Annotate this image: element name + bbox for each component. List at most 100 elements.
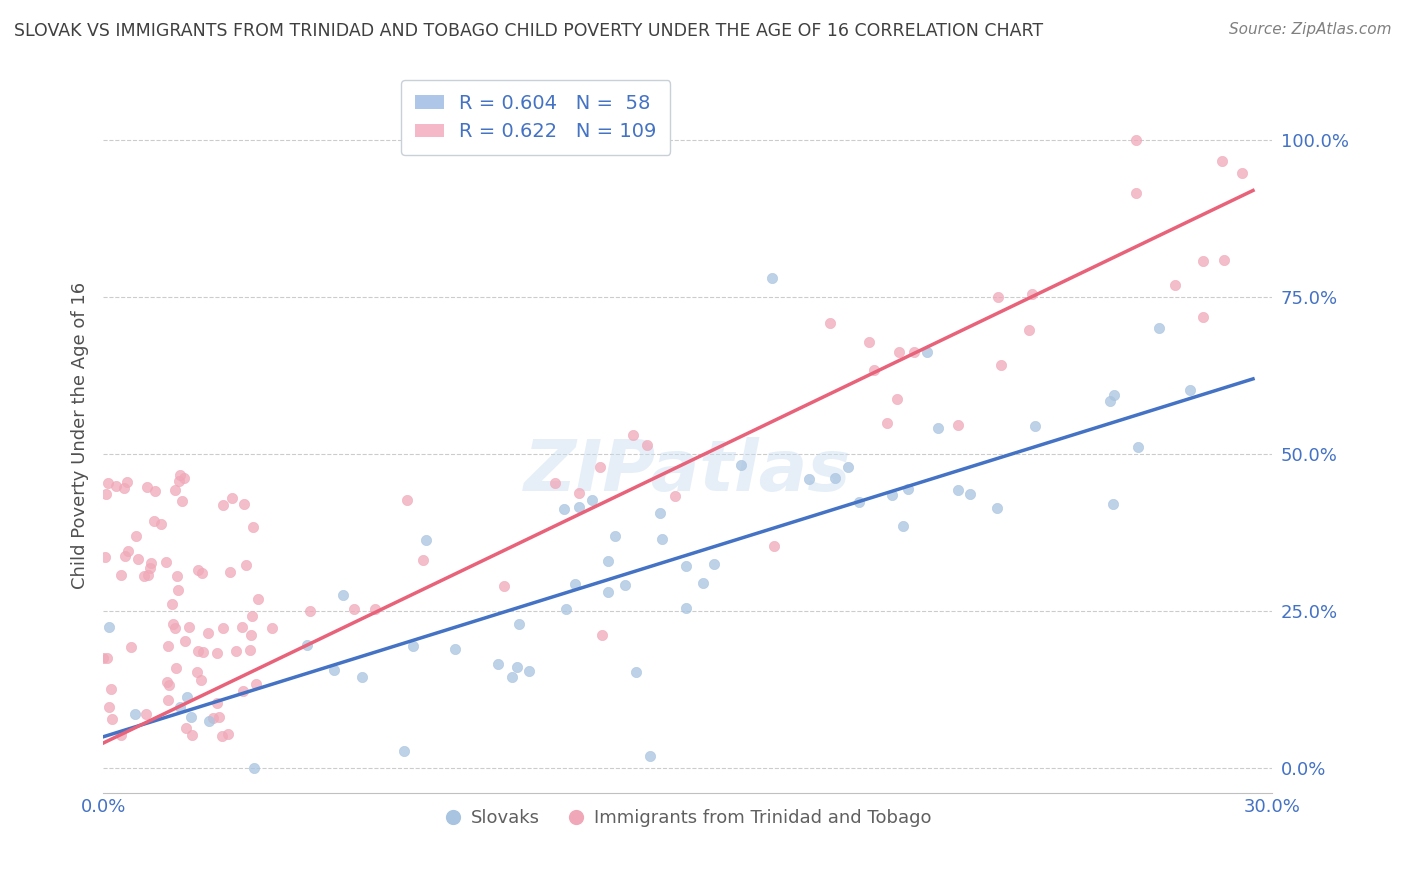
Point [1099, 394, 1122, 409]
Point [363, 602, 385, 616]
Point [100, 712, 122, 726]
Point [242, 519, 264, 533]
Point [494, 579, 516, 593]
Point [613, 578, 636, 592]
Legend: Slovaks, Immigrants from Trinidad and Tobago: Slovaks, Immigrants from Trinidad and To… [437, 802, 939, 834]
Point [1230, 166, 1253, 180]
Point [581, 492, 603, 507]
Point [692, 576, 714, 591]
Point [1147, 320, 1170, 334]
Point [165, 621, 187, 635]
Point [1164, 278, 1187, 293]
Point [1024, 418, 1046, 433]
Point [343, 602, 366, 616]
Point [180, 710, 202, 724]
Point [675, 600, 697, 615]
Point [139, 560, 162, 574]
Point [197, 625, 219, 640]
Point [115, 475, 138, 489]
Point [262, 621, 284, 635]
Point [136, 480, 159, 494]
Point [1102, 387, 1125, 401]
Point [598, 554, 620, 568]
Point [589, 460, 612, 475]
Point [517, 664, 540, 678]
Point [240, 609, 263, 624]
Point [212, 499, 235, 513]
Text: Source: ZipAtlas.com: Source: ZipAtlas.com [1229, 22, 1392, 37]
Point [165, 483, 187, 498]
Point [862, 363, 884, 377]
Point [235, 558, 257, 572]
Point [1191, 310, 1213, 324]
Point [568, 500, 591, 515]
Point [198, 714, 221, 729]
Point [350, 670, 373, 684]
Point [799, 472, 821, 486]
Y-axis label: Child Poverty Under the Age of 16: Child Poverty Under the Age of 16 [72, 282, 89, 589]
Point [240, 628, 263, 642]
Point [114, 549, 136, 563]
Point [501, 670, 523, 684]
Point [664, 489, 686, 503]
Point [1126, 440, 1149, 454]
Point [162, 616, 184, 631]
Point [917, 345, 939, 359]
Point [591, 628, 613, 642]
Point [173, 471, 195, 485]
Point [891, 518, 914, 533]
Point [486, 657, 509, 672]
Point [186, 665, 208, 679]
Point [143, 514, 166, 528]
Point [247, 591, 270, 606]
Point [176, 722, 198, 736]
Point [191, 566, 214, 581]
Point [207, 696, 229, 710]
Point [157, 678, 180, 692]
Point [219, 565, 242, 579]
Point [169, 468, 191, 483]
Point [990, 358, 1012, 372]
Point [97, 475, 120, 490]
Point [959, 486, 981, 500]
Text: SLOVAK VS IMMIGRANTS FROM TRINIDAD AND TOBAGO CHILD POVERTY UNDER THE AGE OF 16 : SLOVAK VS IMMIGRANTS FROM TRINIDAD AND T… [14, 22, 1043, 40]
Point [1211, 153, 1233, 168]
Point [621, 427, 644, 442]
Point [179, 620, 201, 634]
Point [162, 597, 184, 611]
Point [544, 476, 567, 491]
Text: ZIPatlas: ZIPatlas [524, 437, 852, 506]
Point [155, 675, 177, 690]
Point [596, 584, 619, 599]
Point [217, 727, 239, 741]
Point [568, 485, 591, 500]
Point [232, 497, 254, 511]
Point [110, 568, 132, 582]
Point [167, 474, 190, 488]
Point [886, 392, 908, 406]
Point [1018, 323, 1040, 337]
Point [207, 710, 229, 724]
Point [322, 664, 344, 678]
Point [651, 533, 673, 547]
Point [882, 488, 904, 502]
Point [295, 638, 318, 652]
Point [143, 483, 166, 498]
Point [897, 483, 920, 497]
Point [93, 651, 115, 665]
Point [927, 421, 949, 435]
Point [1021, 287, 1043, 301]
Point [157, 693, 180, 707]
Point [987, 290, 1010, 304]
Point [824, 471, 846, 485]
Point [150, 517, 173, 532]
Point [1102, 497, 1125, 511]
Point [946, 417, 969, 432]
Point [762, 539, 785, 553]
Point [124, 529, 146, 543]
Point [141, 556, 163, 570]
Point [225, 643, 247, 657]
Point [173, 633, 195, 648]
Point [1213, 253, 1236, 268]
Point [97, 620, 120, 634]
